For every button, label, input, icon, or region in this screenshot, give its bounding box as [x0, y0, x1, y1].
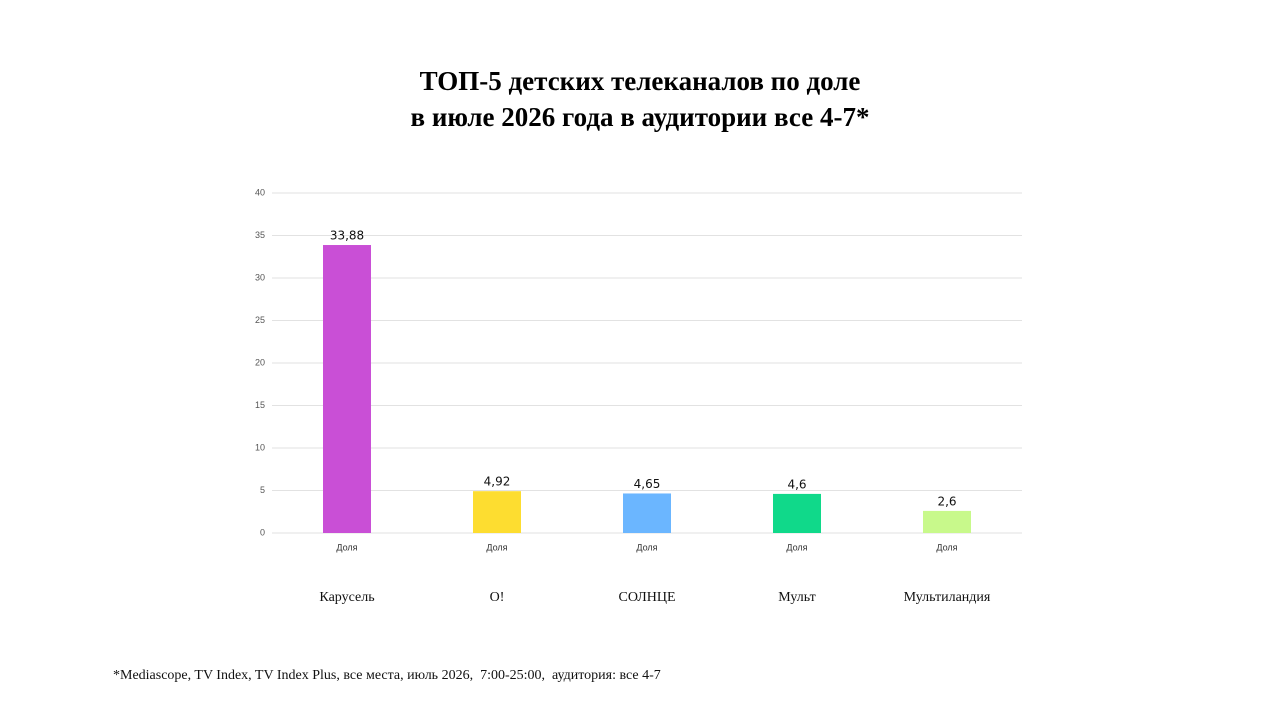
x-tick-label: Доля: [786, 542, 807, 552]
y-tick-label: 40: [255, 187, 265, 197]
chart-title: ТОП-5 детских телеканалов по доле: [420, 66, 861, 96]
y-tick-label: 35: [255, 230, 265, 240]
bar: [923, 510, 971, 533]
chart-title: в июле 2026 года в аудитории все 4-7*: [411, 102, 870, 132]
value-label: 33,88: [330, 229, 364, 243]
x-tick-label: Доля: [936, 542, 957, 552]
channel-label: Мульт: [778, 590, 815, 605]
footnote: *Mediascope, TV Index, TV Index Plus, вс…: [113, 668, 661, 683]
channel-label: Карусель: [319, 590, 374, 605]
x-tick-label: Доля: [336, 542, 357, 552]
channel-label: О!: [490, 590, 505, 605]
y-tick-label: 0: [260, 527, 265, 537]
y-tick-label: 30: [255, 272, 265, 282]
channel-label: Мультиландия: [904, 590, 991, 605]
channel-label: СОЛНЦЕ: [618, 590, 675, 605]
bar: [773, 493, 821, 533]
x-tick-label: Доля: [486, 542, 507, 552]
y-tick-label: 25: [255, 315, 265, 325]
bar: [623, 493, 671, 533]
y-tick-label: 15: [255, 400, 265, 410]
value-label: 4,65: [634, 477, 661, 491]
x-tick-label: Доля: [636, 542, 657, 552]
value-label: 4,92: [484, 475, 511, 489]
value-label: 2,6: [937, 494, 956, 508]
y-tick-label: 10: [255, 442, 265, 452]
y-tick-label: 20: [255, 357, 265, 367]
bar: [323, 245, 371, 533]
value-label: 4,6: [787, 477, 806, 491]
y-tick-label: 5: [260, 485, 265, 495]
bar: [473, 491, 521, 533]
